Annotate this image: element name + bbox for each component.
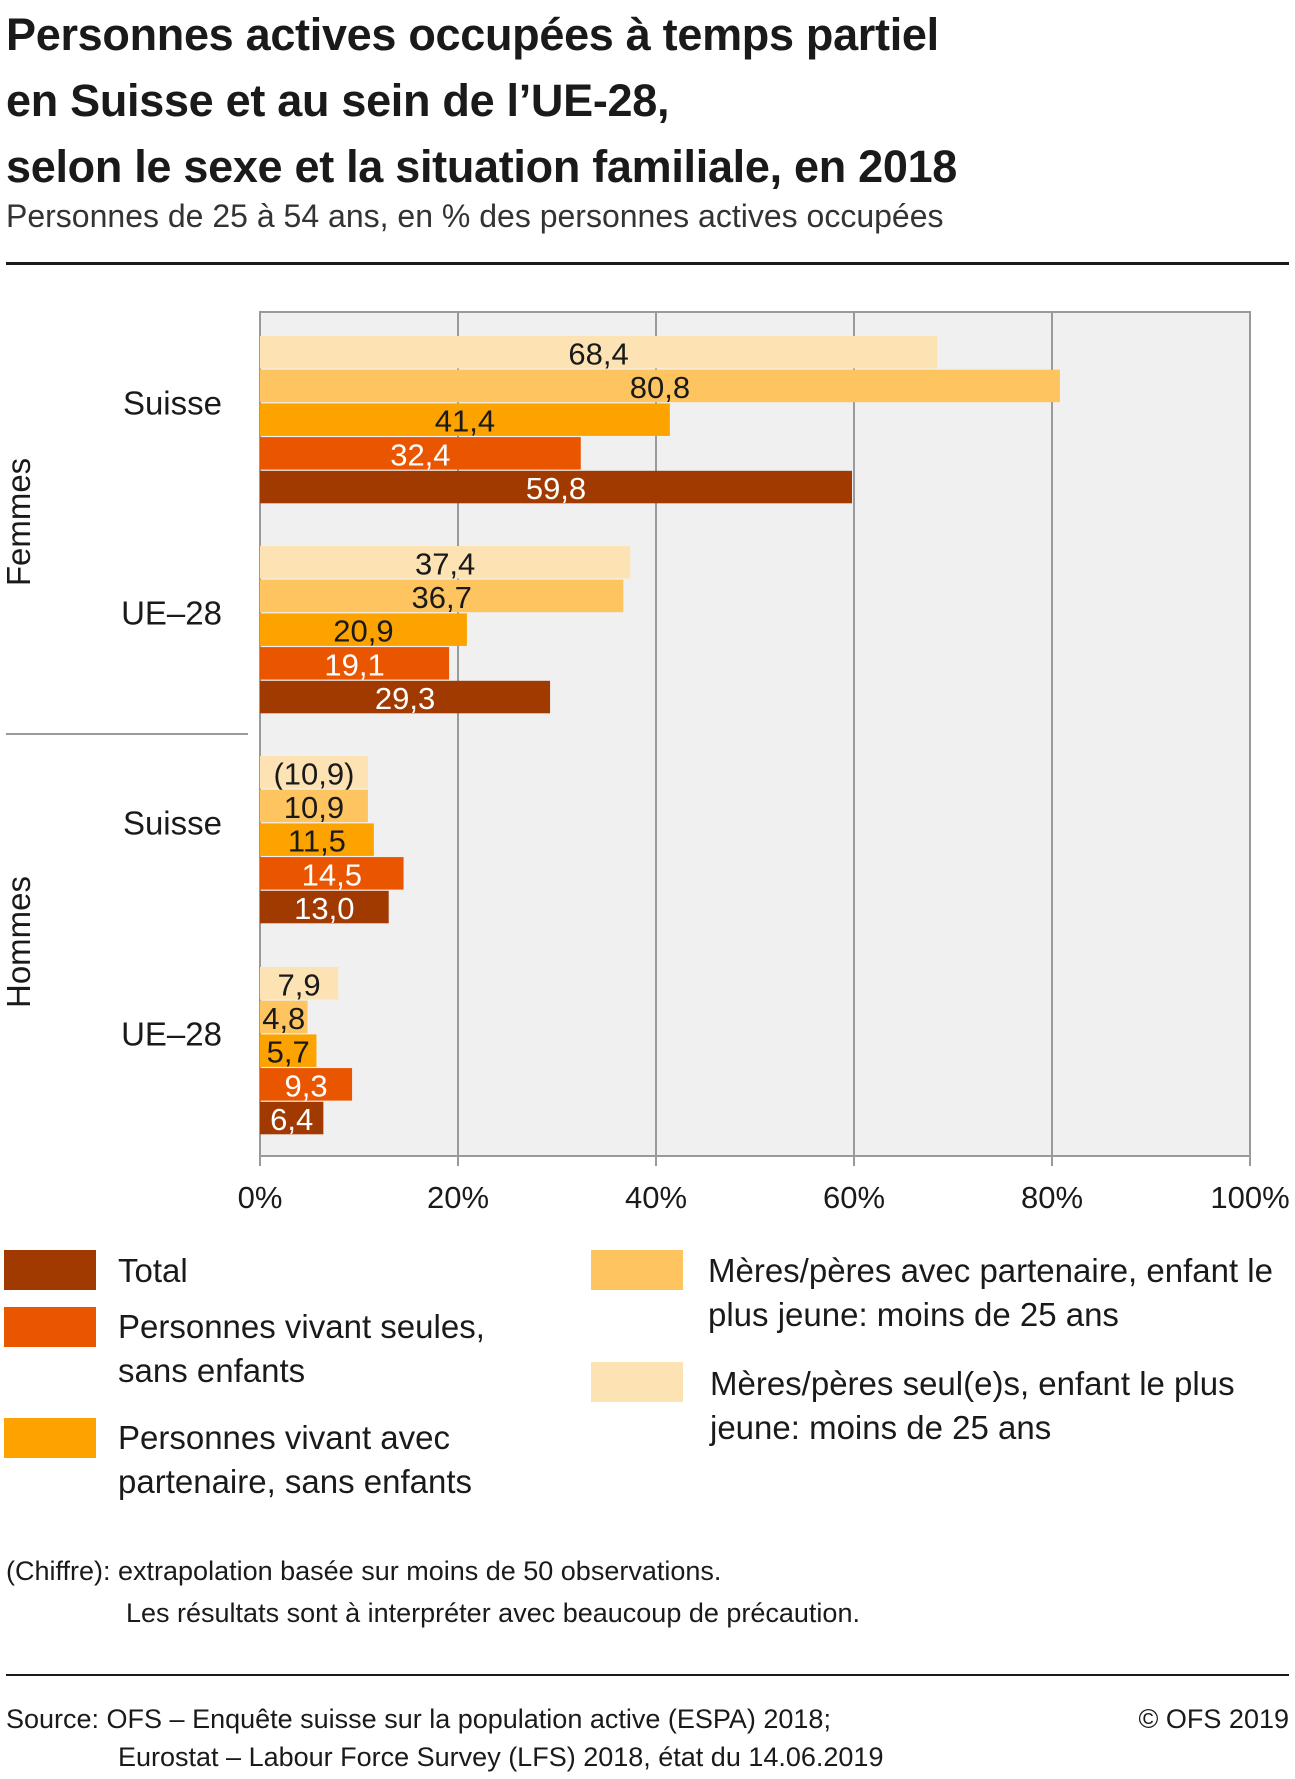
- data-label: 20,9: [333, 614, 393, 649]
- data-label: (10,9): [273, 756, 354, 791]
- data-label: 80,8: [630, 370, 690, 405]
- legend-swatch-total: [4, 1250, 96, 1290]
- category-label: Suisse: [123, 804, 222, 841]
- copyright: © OFS 2019: [1138, 1704, 1289, 1734]
- data-label: 19,1: [324, 647, 384, 682]
- bar: [260, 437, 581, 470]
- sex-group-label: Hommes: [0, 876, 37, 1008]
- bar: [260, 1101, 324, 1135]
- data-label: 10,9: [284, 790, 344, 825]
- data-label: 11,5: [288, 824, 346, 859]
- data-label: 4,8: [262, 1001, 305, 1036]
- title-line-3: selon le sexe et la situation familiale,…: [6, 141, 958, 192]
- legend-swatch-single: [4, 1307, 96, 1347]
- bar-chart: 0% 20% 40% 60% 80% 100% 68,480,8 41,432,4 59,8 Su…: [0, 311, 1290, 1215]
- x-tick-label: 0%: [238, 1180, 283, 1215]
- legend-label-single: Personnes vivant seules, sans enfants: [118, 1308, 485, 1389]
- data-label: 13,0: [294, 891, 354, 926]
- x-tick-label: 20%: [427, 1180, 489, 1215]
- chart-title: Personnes actives occupées à temps parti…: [6, 2, 1276, 200]
- data-label: 32,4: [390, 437, 450, 472]
- bar: [260, 403, 670, 436]
- data-label: 59,8: [526, 471, 586, 506]
- bar: [260, 579, 624, 613]
- data-label: 29,3: [375, 681, 435, 716]
- bar: [260, 1000, 308, 1034]
- bar: [260, 890, 389, 924]
- bar: [260, 647, 450, 680]
- chart-subtitle: Personnes de 25 à 54 ans, en % des perso…: [6, 198, 944, 234]
- note-line-2: Les résultats sont à interpréter avec be…: [126, 1598, 860, 1628]
- bar: [260, 967, 339, 1000]
- legend-label-total: Total: [118, 1252, 188, 1289]
- bar: [260, 369, 1060, 403]
- legend-label-parents-partner: Mères/pères avec partenaire, enfant le p…: [708, 1252, 1273, 1333]
- x-tick-label: 60%: [823, 1180, 885, 1215]
- data-label: 36,7: [411, 580, 471, 615]
- data-label: 37,4: [415, 546, 475, 581]
- x-tick-label: 40%: [625, 1180, 687, 1215]
- top-rule: [6, 262, 1289, 265]
- category-label: UE–28: [121, 594, 222, 631]
- data-label: 5,7: [267, 1035, 310, 1070]
- category-label: Suisse: [123, 384, 222, 421]
- bar: [260, 336, 938, 369]
- title-line-2: en Suisse et au sein de l’UE-28,: [6, 75, 670, 126]
- data-label: 7,9: [278, 967, 321, 1002]
- data-label: 14,5: [302, 857, 362, 892]
- source-line-1: Source: OFS – Enquête suisse sur la popu…: [6, 1704, 831, 1734]
- category-label: UE–28: [121, 1015, 222, 1052]
- data-label: 68,4: [568, 336, 628, 371]
- legend-swatch-partner: [4, 1418, 96, 1458]
- bar: [260, 756, 368, 789]
- bar: [260, 857, 404, 890]
- bar: [260, 823, 374, 856]
- bar: [260, 680, 551, 714]
- legend-label-single-parents: Mères/pères seul(e)s, enfant le plus jeu…: [710, 1365, 1235, 1446]
- note-line-1: (Chiffre): extrapolation basée sur moins…: [6, 1556, 722, 1586]
- data-label: 41,4: [435, 404, 495, 439]
- bar: [260, 470, 853, 504]
- source-line-2: Eurostat – Labour Force Survey (LFS) 201…: [118, 1742, 884, 1772]
- bar: [260, 1068, 353, 1101]
- bottom-rule: [6, 1674, 1289, 1676]
- legend-swatch-parents-partner: [591, 1250, 683, 1290]
- x-tick-label: 100%: [1210, 1180, 1289, 1215]
- legend-label-partner: Personnes vivant avec partenaire, sans e…: [118, 1419, 473, 1500]
- legend-swatch-single-parents: [591, 1362, 683, 1402]
- data-label: 9,3: [284, 1068, 327, 1103]
- bar: [260, 1034, 317, 1067]
- bar: [260, 546, 631, 579]
- bar: [260, 613, 467, 646]
- x-tick-label: 80%: [1021, 1180, 1083, 1215]
- title-line-1: Personnes actives occupées à temps parti…: [6, 9, 939, 60]
- bar: [260, 789, 368, 823]
- data-label: 6,4: [270, 1102, 313, 1137]
- sex-group-label: Femmes: [0, 458, 37, 586]
